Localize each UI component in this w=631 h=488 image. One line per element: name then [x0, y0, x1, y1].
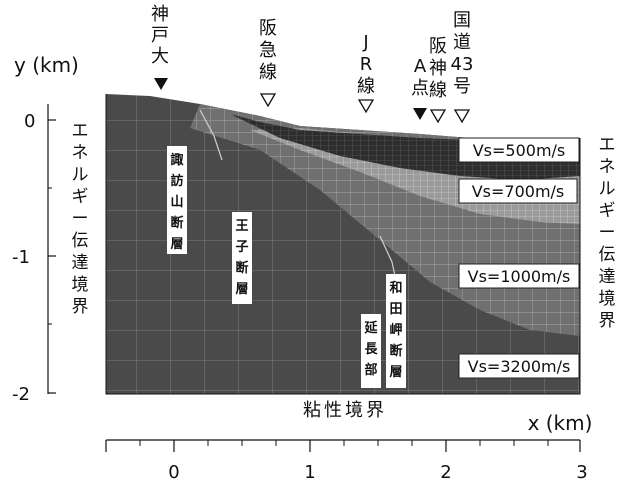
y-tick-label: 0 [24, 111, 35, 132]
filled-triangle-marker [413, 108, 427, 120]
station-hanshin-line: 阪神線 [429, 36, 447, 124]
x-tick-label: 2 [440, 462, 451, 483]
vs700-label: Vs=700m/s [472, 182, 565, 201]
fault-label-wadamisaki: 和田岬断層 [386, 274, 406, 388]
y-axis: y (km) 0 -1 -2 [12, 53, 79, 405]
open-triangle-marker [259, 93, 277, 108]
y-tick-label: -1 [12, 247, 30, 268]
open-triangle-marker [429, 109, 447, 124]
svg-text:和田岬断層: 和田岬断層 [389, 280, 402, 380]
open-triangle-marker [357, 99, 375, 114]
y-tick-label: -2 [12, 384, 30, 405]
y-axis-label: y (km) [14, 53, 79, 77]
station-label: 43 [451, 54, 474, 75]
station-route-43: 国 道 43 号 [451, 10, 474, 124]
vs1000-label: Vs=1000m/s [468, 267, 571, 286]
x-axis: x (km) 0 1 2 3 [105, 411, 593, 483]
x-tick-label: 3 [576, 462, 587, 483]
vs3200-label: Vs=3200m/s [468, 357, 571, 376]
fault-label-suwayama: 諏訪山断層 [167, 146, 187, 254]
station-label: 阪神線 [429, 36, 447, 101]
x-axis-label: x (km) [528, 411, 593, 435]
filled-triangle-marker [154, 78, 168, 90]
left-boundary-label: エネルギー伝達境界 [72, 121, 89, 317]
station-label: 阪急線 [259, 18, 277, 83]
vs500-label-box: Vs=500m/s [458, 137, 580, 163]
vs1000-label-box: Vs=1000m/s [458, 263, 580, 289]
fault-label-extension: 延長部 [361, 314, 381, 388]
station-label: 号 [453, 76, 471, 97]
x-tick-label: 0 [168, 462, 179, 483]
open-triangle-marker [453, 109, 471, 124]
svg-text:王子断層: 王子断層 [235, 219, 248, 297]
right-boundary-label: エネルギー伝達境界 [599, 135, 616, 331]
svg-text:諏訪山断層: 諏訪山断層 [170, 152, 183, 252]
station-label: 神戸大 [151, 4, 169, 67]
station-label: 道 [453, 32, 471, 53]
vs500-label: Vs=500m/s [473, 141, 566, 160]
station-kobe-univ: 神戸大 [151, 4, 169, 90]
fault-label-oji: 王子断層 [232, 212, 252, 304]
x-tick-label: 1 [304, 462, 315, 483]
bottom-boundary-label: 粘性境界 [303, 400, 387, 421]
svg-text:延長部: 延長部 [363, 320, 378, 378]
vs3200-label-box: Vs=3200m/s [458, 353, 580, 379]
station-label: 国 [453, 10, 471, 31]
station-hankyu-line: 阪急線 [259, 18, 277, 108]
vs700-label-box: Vs=700m/s [458, 178, 578, 204]
